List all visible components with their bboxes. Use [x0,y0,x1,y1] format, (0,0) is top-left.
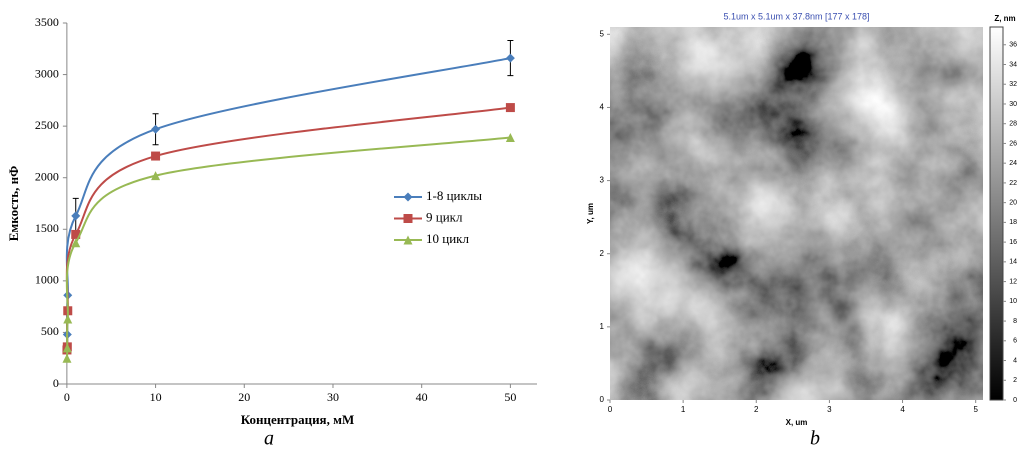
colorbar-tick-label: 20 [1009,199,1017,206]
data-point [71,238,81,248]
colorbar-tick-label: 26 [1009,140,1017,147]
legend-marker [403,235,413,245]
data-point [62,353,72,363]
y-tick-label: 3500 [35,15,59,29]
y-tick-label: 0 [600,395,605,404]
colorbar-tick-label: 10 [1009,298,1017,305]
colorbar-tick-label: 14 [1009,259,1017,266]
data-point [151,151,161,161]
legend-label: 9 цикл [426,209,463,224]
x-tick-label: 40 [416,390,428,404]
x-tick-label: 4 [900,405,905,414]
data-point [62,343,72,353]
colorbar-tick-label: 6 [1013,338,1017,345]
y-tick-label: 5 [600,29,605,38]
colorbar-tick-label: 16 [1009,239,1017,246]
colorbar-tick-label: 24 [1009,160,1017,167]
colorbar-tick-label: 32 [1009,81,1017,88]
y-tick-label: 1000 [35,273,59,287]
series-line [65,136,511,359]
series-line [65,57,511,350]
colorbar-tick-label: 34 [1009,61,1017,68]
x-tick-label: 2 [754,405,759,414]
colorbar-tick-label: 22 [1009,180,1017,187]
x-tick-label: 50 [504,390,516,404]
x-tick-label: 0 [608,405,613,414]
x-tick-label: 3 [827,405,832,414]
y-tick-label: 3000 [35,66,59,80]
panel-caption: a [264,428,274,450]
data-point [151,171,161,181]
x-tick-label: 20 [238,390,250,404]
legend-label: 1-8 циклы [426,188,482,203]
y-tick-label: 1 [600,322,605,331]
data-point [63,314,73,324]
colorbar-tick-label: 36 [1009,42,1017,49]
x-axis-title: Концентрация, мМ [241,412,354,427]
afm-image [610,27,983,400]
data-point [505,103,515,113]
colorbar-title: Z, nm [994,14,1015,23]
y-axis-title: Y, um [586,203,595,224]
image-title: 5.1um x 5.1um x 37.8nm [177 x 178] [723,11,869,21]
x-tick-label: 30 [327,390,339,404]
colorbar [989,26,1004,401]
legend-marker [403,214,413,223]
y-tick-label: 0 [53,376,59,390]
colorbar-tick-label: 8 [1013,318,1017,325]
x-tick-label: 1 [681,405,686,414]
y-tick-label: 4 [600,103,605,112]
data-point [505,53,515,63]
y-tick-label: 2500 [35,118,59,132]
colorbar-tick-label: 12 [1009,278,1017,285]
y-tick-label: 2 [600,249,605,258]
colorbar-tick-label: 18 [1009,219,1017,226]
y-tick-label: 500 [41,324,59,338]
panel-caption: b [810,428,820,450]
y-tick-label: 3 [600,176,605,185]
colorbar-tick-label: 28 [1009,121,1017,128]
y-axis-title: Емкость, нФ [6,166,21,242]
x-tick-label: 10 [150,390,162,404]
x-tick-label: 5 [973,405,978,414]
legend-marker [403,192,413,202]
data-point [505,132,515,142]
y-tick-label: 1500 [35,221,59,235]
colorbar-tick-label: 30 [1009,101,1017,108]
x-axis-title: X, um [786,418,808,427]
data-point [151,124,161,134]
data-point [71,211,81,221]
legend-label: 10 цикл [426,231,469,246]
y-tick-label: 2000 [35,169,59,183]
colorbar-tick-label: 4 [1013,357,1017,364]
colorbar-tick-label: 0 [1013,397,1017,404]
colorbar-tick-label: 2 [1013,377,1017,384]
x-tick-label: 0 [64,390,70,404]
